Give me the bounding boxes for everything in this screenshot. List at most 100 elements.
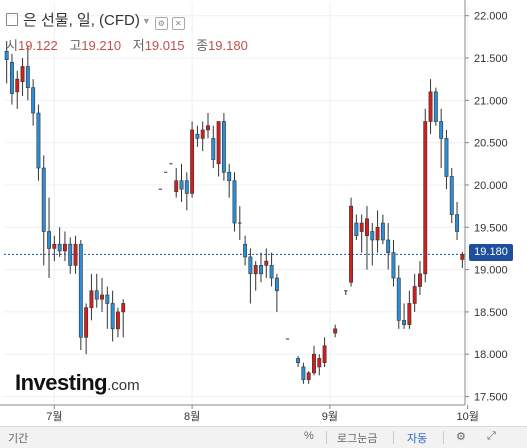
candle: [115, 307, 120, 338]
candle: [386, 223, 391, 270]
candle: [110, 290, 115, 342]
candle: [407, 290, 412, 329]
candle: [31, 79, 36, 126]
candle: [380, 214, 385, 245]
candle: [179, 163, 184, 202]
candle: [359, 214, 364, 253]
candle: [174, 168, 179, 198]
candle: [317, 354, 322, 376]
candle: [402, 303, 407, 329]
candle-body: [296, 358, 301, 363]
gear-icon[interactable]: ⚙: [456, 431, 466, 443]
period-button[interactable]: 기간: [8, 433, 29, 445]
candle-body: [428, 91, 433, 122]
candle-body: [100, 294, 104, 300]
candle: [460, 251, 465, 268]
candle: [274, 273, 279, 312]
candle: [444, 129, 449, 190]
candle: [184, 172, 189, 211]
candle-body: [439, 121, 444, 139]
collapse-icon[interactable]: [6, 13, 18, 26]
chevron-down-icon[interactable]: ▼: [141, 16, 151, 27]
y-tick-label: 18.000: [474, 349, 508, 361]
x-tick-label: 8월: [184, 410, 200, 423]
candle-body: [269, 265, 274, 279]
candle-body: [73, 243, 78, 266]
candle-body: [105, 294, 110, 304]
candle: [25, 45, 30, 101]
candle: [195, 125, 200, 147]
candle-body: [444, 138, 449, 177]
candle: [52, 235, 57, 262]
candle: [259, 252, 263, 283]
candle-body: [259, 265, 263, 275]
candle-body: [41, 167, 46, 232]
instrument-title[interactable]: 은 선물, 일, (CFD) ▼ ⚙ ✕: [6, 9, 185, 30]
candle-body: [433, 91, 438, 122]
candle: [232, 172, 237, 232]
x-tick-label: 9월: [322, 410, 338, 423]
candle-body: [370, 231, 375, 241]
candle-body: [227, 171, 232, 182]
candle: [105, 286, 110, 329]
candle-body: [68, 243, 73, 266]
logo-main: Investing: [15, 370, 108, 395]
candle-body: [449, 176, 454, 215]
settings-small-icon[interactable]: ⚙: [154, 17, 168, 30]
candle-body: [78, 243, 83, 338]
x-tick-label: 10월: [456, 410, 478, 423]
chart-area[interactable]: 22.000 21.500 21.000 20.500 20.000 19.500 19.0…: [0, 0, 508, 423]
candle: [264, 248, 269, 279]
candle-body: [232, 180, 237, 224]
candle: [391, 239, 396, 287]
candle: [216, 121, 221, 177]
candle: [253, 261, 258, 291]
close-label: 종: [196, 38, 209, 53]
candle-body: [190, 129, 195, 194]
candle-body: [4, 50, 9, 61]
expand-icon[interactable]: ⤢: [487, 430, 496, 442]
candle-body: [62, 243, 67, 252]
ohlc-values: 시19.122 고19.210 저19.015 종19.180: [6, 35, 256, 54]
auto-scale-button[interactable]: 자동: [407, 433, 428, 445]
chart-toolbar: 기간 % 로그눈금 자동 ⚙ ⤢: [0, 426, 527, 448]
candle: [449, 168, 454, 224]
candlestick-chart[interactable]: 22.000 21.500 21.000 20.500 20.000 19.500 19.0…: [0, 0, 527, 426]
candle-body: [322, 345, 327, 363]
candle-body: [47, 231, 51, 249]
y-tick-label: 17.500: [474, 392, 508, 404]
candle: [238, 206, 242, 240]
candle-body: [52, 243, 57, 249]
candle: [94, 273, 99, 308]
candle: [301, 362, 306, 384]
candle: [227, 163, 232, 198]
axes: 22.000 21.500 21.000 20.500 20.000 19.500 19.0…: [0, 0, 508, 423]
open-value: 19.122: [17, 38, 58, 53]
candle-body: [359, 222, 364, 232]
candle-body: [248, 256, 253, 275]
candle: [206, 113, 210, 139]
percent-button[interactable]: %: [304, 430, 314, 442]
close-small-icon[interactable]: ✕: [171, 17, 185, 30]
candle: [62, 231, 67, 262]
candle-body: [407, 303, 412, 325]
candle-body: [396, 277, 401, 321]
candle: [57, 227, 62, 257]
candle: [344, 290, 348, 295]
y-tick-label: 20.500: [474, 138, 508, 150]
log-scale-button[interactable]: 로그눈금: [337, 433, 378, 445]
candle: [84, 303, 89, 355]
candle: [439, 108, 444, 169]
candle: [423, 108, 428, 283]
y-tick-label: 20.000: [474, 180, 508, 192]
candle-body: [391, 252, 396, 279]
candle-body: [317, 358, 322, 368]
candle-body: [184, 180, 189, 194]
candle-body: [333, 328, 338, 334]
candle: [269, 252, 274, 287]
candle-body: [380, 222, 385, 241]
open-label: 시: [6, 38, 18, 53]
candle: [312, 345, 316, 376]
candle: [10, 53, 14, 105]
candle-body: [264, 260, 269, 266]
